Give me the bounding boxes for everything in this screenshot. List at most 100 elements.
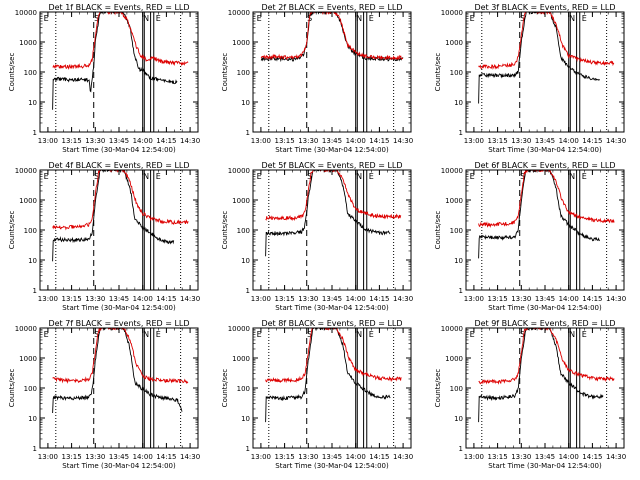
- y-axis-label: Counts/sec: [221, 211, 229, 250]
- x-tick-label: 14:15: [369, 295, 389, 303]
- event-marker-label: N: [569, 172, 575, 181]
- y-tick-label: 1: [33, 287, 37, 295]
- x-tick-label: 14:30: [606, 137, 626, 145]
- y-tick-label: 1000: [19, 39, 37, 47]
- event-marker-label: E: [44, 172, 49, 181]
- x-tick-label: 13:45: [535, 137, 555, 145]
- y-tick-label: 100: [237, 385, 250, 393]
- y-tick-label: 10: [241, 257, 250, 265]
- x-axis-label: Start Time (30-Mar-04 12:54:00): [488, 462, 602, 470]
- series-line-lld: [478, 328, 615, 385]
- y-tick-label: 10000: [441, 325, 463, 333]
- y-axis-label: Counts/sec: [8, 53, 16, 92]
- y-tick-label: 1: [33, 129, 37, 137]
- series-line-lld: [478, 170, 615, 229]
- event-marker-label: N: [569, 330, 575, 339]
- y-tick-label: 1: [246, 287, 250, 295]
- event-marker-label: N: [356, 330, 362, 339]
- y-tick-label: 1000: [445, 355, 463, 363]
- y-axis-label: Counts/sec: [8, 369, 16, 408]
- x-tick-label: 13:00: [38, 453, 58, 461]
- series-line-events: [52, 12, 178, 110]
- x-tick-label: 13:45: [322, 295, 342, 303]
- y-tick-label: 10000: [441, 9, 463, 17]
- x-tick-label: 13:15: [488, 453, 508, 461]
- x-tick-label: 14:15: [582, 295, 602, 303]
- x-tick-label: 14:15: [156, 295, 176, 303]
- x-axis-label: Start Time (30-Mar-04 12:54:00): [488, 304, 602, 312]
- event-marker-label: S: [520, 330, 525, 339]
- y-tick-label: 100: [24, 69, 37, 77]
- x-tick-label: 13:45: [109, 453, 129, 461]
- x-tick-label: 13:00: [464, 295, 484, 303]
- x-tick-label: 13:15: [488, 295, 508, 303]
- x-tick-label: 14:15: [369, 453, 389, 461]
- event-marker-label: E: [44, 14, 49, 23]
- x-axis-label: Start Time (30-Mar-04 12:54:00): [488, 146, 602, 154]
- event-marker-label: N: [569, 14, 575, 23]
- x-tick-label: 14:15: [156, 453, 176, 461]
- y-tick-label: 1: [246, 129, 250, 137]
- event-marker-label: N: [143, 14, 149, 23]
- event-marker-label: E: [369, 330, 374, 339]
- event-marker-label: S: [94, 172, 99, 181]
- plot-frame: [39, 327, 199, 449]
- y-axis-label: Counts/sec: [8, 211, 16, 250]
- event-marker-label: E: [156, 330, 161, 339]
- event-marker-label: E: [470, 172, 475, 181]
- event-marker-label: E: [156, 14, 161, 23]
- x-tick-label: 13:30: [511, 453, 531, 461]
- x-tick-label: 14:00: [559, 453, 579, 461]
- x-tick-label: 14:00: [346, 295, 366, 303]
- y-tick-label: 1000: [232, 39, 250, 47]
- event-marker-label: E: [257, 172, 262, 181]
- x-tick-label: 14:30: [180, 137, 200, 145]
- y-tick-label: 1: [246, 445, 250, 453]
- y-axis-label: Counts/sec: [221, 53, 229, 92]
- series-group: [52, 328, 189, 414]
- x-axis-label: Start Time (30-Mar-04 12:54:00): [62, 304, 176, 312]
- x-tick-label: 13:30: [85, 453, 105, 461]
- x-tick-label: 14:00: [133, 453, 153, 461]
- x-tick-label: 14:30: [180, 453, 200, 461]
- y-tick-label: 10000: [228, 325, 250, 333]
- y-tick-label: 10000: [228, 167, 250, 175]
- x-tick-label: 13:00: [464, 137, 484, 145]
- panel-title: Det 8f BLACK = Events, RED = LLD: [261, 319, 402, 328]
- x-tick-label: 14:30: [393, 295, 413, 303]
- series-group: [265, 170, 402, 257]
- x-tick-label: 13:30: [511, 295, 531, 303]
- y-tick-label: 10: [28, 415, 37, 423]
- y-tick-label: 1000: [19, 197, 37, 205]
- series-line-lld: [52, 12, 189, 70]
- panel-title: Det 4f BLACK = Events, RED = LLD: [48, 161, 189, 170]
- x-tick-label: 13:15: [62, 295, 82, 303]
- event-marker-label: E: [257, 14, 262, 23]
- event-marker-label: E: [369, 14, 374, 23]
- x-tick-label: 13:00: [251, 453, 271, 461]
- series-line-events: [265, 328, 391, 423]
- x-tick-label: 13:45: [322, 137, 342, 145]
- event-marker-label: S: [307, 172, 312, 181]
- y-axis-label: Counts/sec: [434, 211, 442, 250]
- y-tick-label: 1000: [445, 39, 463, 47]
- series-line-events: [52, 170, 175, 262]
- y-tick-label: 1000: [232, 355, 250, 363]
- y-axis-label: Counts/sec: [221, 369, 229, 408]
- event-marker-label: E: [582, 330, 587, 339]
- x-tick-label: 13:45: [109, 295, 129, 303]
- x-tick-label: 13:15: [488, 137, 508, 145]
- series-line-events: [260, 12, 404, 63]
- event-marker-label: E: [156, 172, 161, 181]
- series-line-events: [52, 328, 183, 414]
- x-tick-label: 13:30: [298, 137, 318, 145]
- series-line-lld: [52, 328, 189, 384]
- x-tick-label: 13:00: [251, 295, 271, 303]
- x-tick-label: 14:00: [559, 295, 579, 303]
- y-tick-label: 100: [237, 69, 250, 77]
- panel-title: Det 9f BLACK = Events, RED = LLD: [474, 319, 615, 328]
